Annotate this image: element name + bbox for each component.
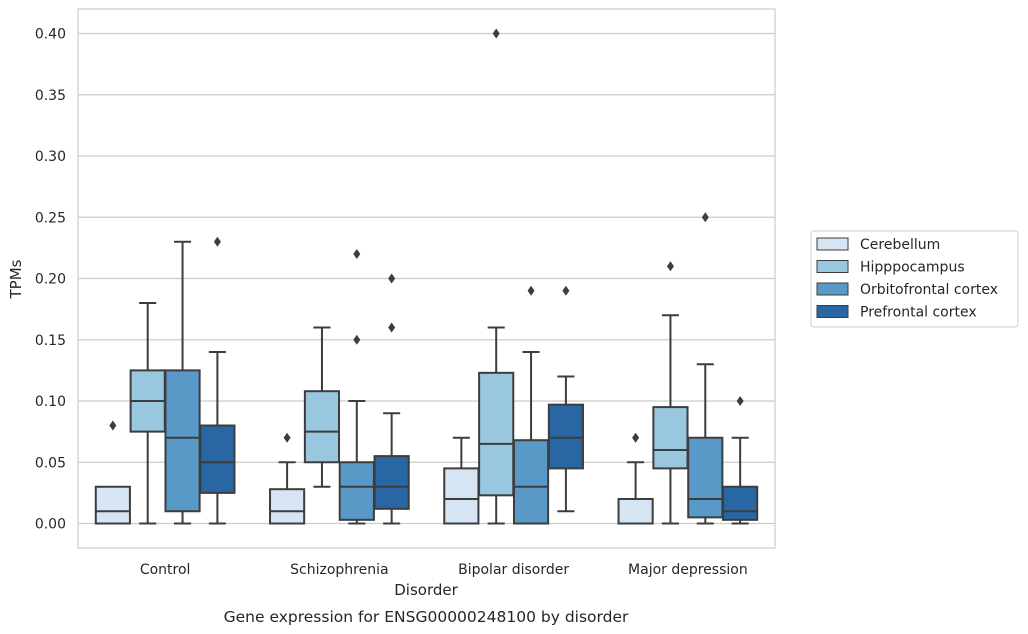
legend-label: Cerebellum bbox=[860, 237, 940, 253]
outlier-point bbox=[283, 432, 291, 443]
box-iqr bbox=[269, 488, 306, 525]
box-iqr bbox=[373, 455, 410, 510]
y-tick-label: 0.10 bbox=[35, 394, 66, 410]
chart-caption: Gene expression for ENSG00000248100 by d… bbox=[224, 608, 629, 626]
box-iqr bbox=[443, 467, 480, 525]
outlier-point bbox=[353, 249, 361, 259]
box-iqr bbox=[547, 403, 584, 470]
y-tick-label: 0.05 bbox=[35, 455, 66, 471]
outlier-point bbox=[213, 236, 221, 247]
y-tick-label: 0.25 bbox=[35, 210, 66, 226]
y-tick-label: 0.35 bbox=[35, 88, 66, 104]
legend-swatch bbox=[816, 282, 849, 296]
outlier-point bbox=[492, 28, 500, 39]
box-prefrontal-cortex bbox=[199, 236, 236, 525]
x-tick-label: Major depression bbox=[628, 562, 748, 578]
box-hipppocampus bbox=[652, 261, 689, 525]
box-iqr bbox=[687, 436, 724, 519]
y-tick-label: 0.40 bbox=[35, 27, 66, 43]
legend-frame bbox=[810, 230, 1019, 328]
box-iqr bbox=[338, 461, 375, 521]
legend: Cerebellum Hipppocampus Orbitofrontal cort… bbox=[810, 230, 1019, 328]
outlier-point bbox=[632, 432, 640, 443]
box-hipppocampus bbox=[129, 302, 166, 525]
outlier-point bbox=[388, 322, 396, 333]
outlier-point bbox=[353, 334, 361, 345]
box-layer bbox=[94, 28, 759, 525]
y-tick-layer: 0.00 0.05 0.10 0.15 0.20 0.25 0.30 0.35 0.40 bbox=[35, 27, 66, 533]
x-tick-label: Schizophrenia bbox=[290, 562, 388, 578]
box-iqr bbox=[617, 498, 654, 525]
y-tick-label: 0.20 bbox=[35, 272, 66, 288]
y-tick-label: 0.00 bbox=[35, 517, 66, 533]
outlier-point bbox=[701, 212, 709, 223]
box-iqr bbox=[722, 485, 759, 521]
legend-label: Prefrontal cortex bbox=[860, 305, 977, 321]
x-tick-label: Control bbox=[140, 562, 191, 578]
box-iqr bbox=[164, 369, 201, 513]
legend-swatch bbox=[816, 260, 849, 273]
box-orbitofrontal-cortex bbox=[687, 212, 724, 525]
box-orbitofrontal-cortex bbox=[338, 249, 375, 525]
box-iqr bbox=[303, 390, 341, 464]
box-iqr bbox=[652, 406, 689, 470]
box-iqr bbox=[199, 424, 236, 494]
outlier-point bbox=[736, 396, 744, 406]
y-tick-label: 0.15 bbox=[35, 333, 66, 349]
box-iqr bbox=[94, 485, 131, 525]
outlier-point bbox=[109, 420, 117, 431]
box-cerebellum bbox=[269, 432, 306, 525]
box-hipppocampus bbox=[303, 326, 341, 488]
x-axis-label: Disorder bbox=[394, 581, 458, 599]
box-iqr bbox=[512, 439, 550, 525]
outlier-point bbox=[562, 285, 570, 296]
x-tick-layer: Control Schizophrenia Bipolar disorder Majo… bbox=[140, 562, 748, 578]
outlier-point bbox=[388, 273, 396, 284]
x-tick-label: Bipolar disorder bbox=[458, 562, 569, 578]
box-cerebellum bbox=[617, 432, 654, 525]
box-prefrontal-cortex bbox=[373, 273, 410, 525]
plot-frame bbox=[77, 8, 776, 549]
legend-label: Orbitofrontal cortex bbox=[860, 282, 998, 298]
box-prefrontal-cortex bbox=[722, 396, 759, 525]
outlier-point bbox=[527, 285, 535, 296]
box-orbitofrontal-cortex bbox=[512, 285, 550, 525]
legend-swatch bbox=[816, 305, 849, 318]
box-iqr bbox=[478, 371, 515, 497]
legend-label: Hipppocampus bbox=[860, 260, 965, 276]
outlier-point bbox=[666, 261, 674, 272]
y-axis-label: TPMs bbox=[7, 259, 25, 299]
box-prefrontal-cortex bbox=[547, 285, 584, 513]
box-hipppocampus bbox=[478, 28, 515, 525]
y-tick-label: 0.30 bbox=[35, 149, 66, 165]
box-cerebellum bbox=[94, 420, 131, 525]
legend-swatch bbox=[816, 237, 849, 251]
box-cerebellum bbox=[443, 436, 480, 525]
box-orbitofrontal-cortex bbox=[164, 240, 201, 525]
